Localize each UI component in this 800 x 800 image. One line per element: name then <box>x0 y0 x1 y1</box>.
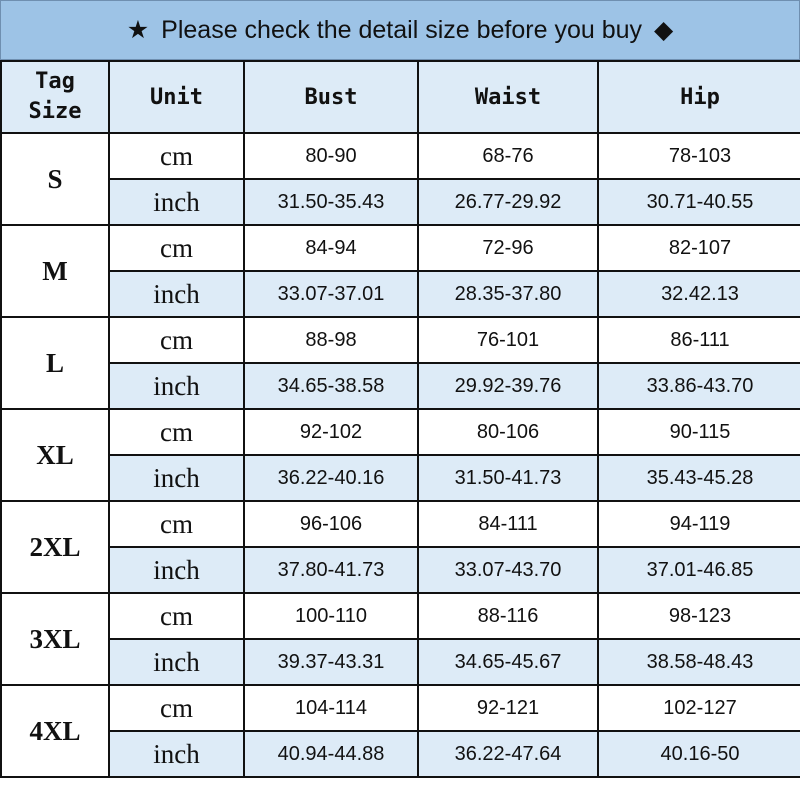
size-label: S <box>0 132 110 226</box>
waist-cell: 34.65-45.67 <box>417 638 599 686</box>
unit-cell: inch <box>108 546 245 594</box>
header-tag: Tag <box>35 69 75 94</box>
bust-cell: 80-90 <box>243 132 419 180</box>
table-row-s-inch: inch 31.50-35.43 26.77-29.92 30.71-40.55 <box>1 178 800 226</box>
unit-cell: cm <box>108 592 245 640</box>
waist-cell: 29.92-39.76 <box>417 362 599 410</box>
header-row: Tag Size Unit Bust Waist Hip <box>0 60 800 134</box>
notice-text: Please check the detail size before you … <box>161 15 643 44</box>
unit-cell: cm <box>108 684 245 732</box>
table-row-4xl-cm: 4XL cm 104-114 92-121 102-127 <box>0 684 800 778</box>
waist-cell: 28.35-37.80 <box>417 270 599 318</box>
bust-cell: 100-110 <box>243 592 419 640</box>
waist-cell: 31.50-41.73 <box>417 454 599 502</box>
header-unit: Unit <box>108 60 245 134</box>
hip-cell: 94-119 <box>597 500 800 548</box>
table-row-m-inch: inch 33.07-37.01 28.35-37.80 32.42.13 <box>1 270 800 318</box>
table-row-2xl-cm: 2XL cm 96-106 84-111 94-119 <box>0 500 800 594</box>
unit-cell: inch <box>108 638 245 686</box>
waist-cell: 92-121 <box>417 684 599 732</box>
table-row-l-inch: inch 34.65-38.58 29.92-39.76 33.86-43.70 <box>1 362 800 410</box>
bust-cell: 33.07-37.01 <box>243 270 419 318</box>
unit-cell: inch <box>108 362 245 410</box>
table-row-4xl-inch: inch 40.94-44.88 36.22-47.64 40.16-50 <box>1 730 800 778</box>
bust-cell: 88-98 <box>243 316 419 364</box>
unit-cell: inch <box>108 730 245 778</box>
unit-cell: inch <box>108 454 245 502</box>
star-icon: ★ <box>126 16 150 44</box>
waist-cell: 33.07-43.70 <box>417 546 599 594</box>
hip-cell: 30.71-40.55 <box>597 178 800 226</box>
waist-cell: 76-101 <box>417 316 599 364</box>
hip-cell: 38.58-48.43 <box>597 638 800 686</box>
hip-cell: 90-115 <box>597 408 800 456</box>
size-label: XL <box>0 408 110 502</box>
table-row-3xl-cm: 3XL cm 100-110 88-116 98-123 <box>0 592 800 686</box>
waist-cell: 84-111 <box>417 500 599 548</box>
unit-cell: cm <box>108 408 245 456</box>
bust-cell: 34.65-38.58 <box>243 362 419 410</box>
hip-cell: 82-107 <box>597 224 800 272</box>
hip-cell: 86-111 <box>597 316 800 364</box>
header-waist: Waist <box>417 60 599 134</box>
diamond-icon: ◆ <box>654 16 674 44</box>
hip-cell: 102-127 <box>597 684 800 732</box>
hip-cell: 37.01-46.85 <box>597 546 800 594</box>
waist-cell: 36.22-47.64 <box>417 730 599 778</box>
bust-cell: 39.37-43.31 <box>243 638 419 686</box>
size-label: 2XL <box>0 500 110 594</box>
hip-cell: 33.86-43.70 <box>597 362 800 410</box>
bust-cell: 92-102 <box>243 408 419 456</box>
header-bust: Bust <box>243 60 419 134</box>
waist-cell: 80-106 <box>417 408 599 456</box>
unit-cell: cm <box>108 500 245 548</box>
bust-cell: 37.80-41.73 <box>243 546 419 594</box>
bust-cell: 96-106 <box>243 500 419 548</box>
bust-cell: 84-94 <box>243 224 419 272</box>
hip-cell: 78-103 <box>597 132 800 180</box>
waist-cell: 68-76 <box>417 132 599 180</box>
header-hip: Hip <box>597 60 800 134</box>
unit-cell: cm <box>108 224 245 272</box>
notice-banner: ★ Please check the detail size before yo… <box>0 0 800 60</box>
header-size: Size <box>28 99 82 124</box>
unit-cell: cm <box>108 316 245 364</box>
bust-cell: 36.22-40.16 <box>243 454 419 502</box>
size-label: 4XL <box>0 684 110 778</box>
table-row-3xl-inch: inch 39.37-43.31 34.65-45.67 38.58-48.43 <box>1 638 800 686</box>
unit-cell: cm <box>108 132 245 180</box>
table-row-2xl-inch: inch 37.80-41.73 33.07-43.70 37.01-46.85 <box>1 546 800 594</box>
waist-cell: 88-116 <box>417 592 599 640</box>
bust-cell: 104-114 <box>243 684 419 732</box>
bust-cell: 40.94-44.88 <box>243 730 419 778</box>
size-label: 3XL <box>0 592 110 686</box>
hip-cell: 35.43-45.28 <box>597 454 800 502</box>
table-row-xl-inch: inch 36.22-40.16 31.50-41.73 35.43-45.28 <box>1 454 800 502</box>
unit-cell: inch <box>108 178 245 226</box>
size-label: M <box>0 224 110 318</box>
bust-cell: 31.50-35.43 <box>243 178 419 226</box>
hip-cell: 98-123 <box>597 592 800 640</box>
table-row-xl-cm: XL cm 92-102 80-106 90-115 <box>0 408 800 502</box>
header-tag-size: Tag Size <box>0 60 110 134</box>
hip-cell: 32.42.13 <box>597 270 800 318</box>
waist-cell: 26.77-29.92 <box>417 178 599 226</box>
unit-cell: inch <box>108 270 245 318</box>
hip-cell: 40.16-50 <box>597 730 800 778</box>
size-label: L <box>0 316 110 410</box>
waist-cell: 72-96 <box>417 224 599 272</box>
